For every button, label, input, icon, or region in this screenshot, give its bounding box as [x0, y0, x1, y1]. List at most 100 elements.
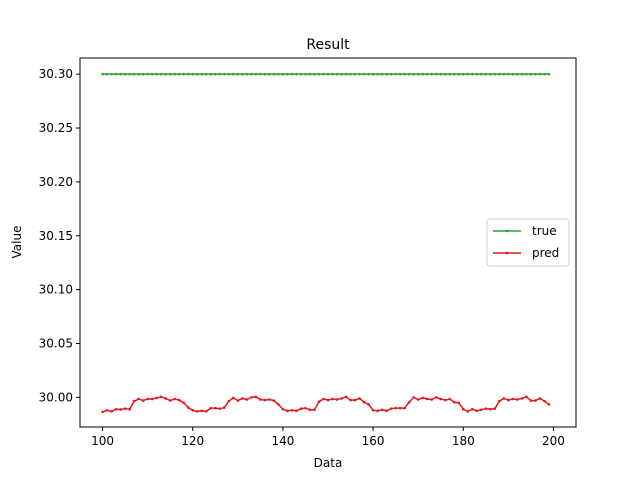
series-true-point: [448, 72, 452, 76]
series-true-point: [241, 72, 244, 76]
series-pred-point: [452, 400, 456, 404]
series-true-point: [186, 72, 190, 76]
series-pred-point: [250, 396, 253, 399]
series-pred-point: [317, 400, 321, 403]
series-pred-point: [457, 401, 461, 405]
series-true-point: [470, 72, 474, 76]
legend-pred-label: pred: [532, 246, 559, 260]
x-axis-label: Data: [314, 456, 343, 470]
series-true-point: [272, 72, 276, 76]
series-true-point: [286, 72, 289, 76]
series-pred-point: [371, 409, 375, 412]
series-pred-point: [434, 396, 438, 399]
series-pred-point: [448, 397, 452, 401]
series-true-point: [299, 72, 303, 76]
series-pred-point: [322, 397, 325, 401]
series-pred-point: [263, 398, 267, 402]
legend-true-label: true: [532, 224, 557, 238]
series-pred-point: [182, 401, 186, 405]
series-pred-point: [412, 396, 415, 399]
series-pred-point: [344, 395, 348, 399]
series-pred-point: [425, 397, 429, 401]
series-pred-point: [173, 397, 176, 401]
y-axis: 30.00 30.05 30.10 30.15 30.20 30.25 30.30: [39, 67, 80, 404]
series-true-point: [173, 72, 176, 76]
series-true-point: [416, 72, 420, 76]
series-true-point: [380, 72, 384, 76]
series-pred-point: [358, 397, 361, 400]
series-true-point: [290, 72, 294, 76]
series-true-point: [547, 72, 551, 76]
series-pred-point: [430, 398, 434, 401]
series-true-point: [484, 72, 488, 76]
series-true-point: [340, 72, 343, 76]
series-true-point: [218, 72, 222, 76]
series-pred-point: [439, 397, 443, 401]
series-pred-point: [295, 409, 298, 413]
y-tick-label: 30.05: [39, 337, 73, 351]
series-pred-point: [340, 397, 343, 400]
y-tick-label: 30.15: [39, 229, 73, 243]
series-true-point: [277, 72, 280, 76]
series-true-point: [439, 72, 443, 76]
series-pred-point: [105, 409, 109, 412]
chart-title: Result: [306, 37, 350, 53]
series-true-point: [538, 72, 542, 76]
series-pred-point: [222, 406, 226, 409]
series-pred-point: [480, 408, 483, 412]
series-pred-point: [259, 398, 262, 401]
y-tick-label: 30.10: [39, 283, 73, 297]
series-pred-point: [128, 407, 131, 411]
x-axis: 100 120 140 160 180 200: [91, 427, 565, 448]
series-pred-point: [213, 406, 217, 410]
series-true-point: [349, 72, 352, 76]
series-true-point: [159, 72, 163, 76]
series-pred-point: [461, 407, 465, 411]
series-pred-point: [385, 409, 388, 413]
series-pred-point: [380, 408, 384, 412]
series-pred-point: [389, 407, 393, 410]
series-pred-point: [516, 398, 519, 401]
series-true-point: [466, 72, 470, 76]
y-axis-label: Value: [10, 226, 24, 259]
series-true-point: [268, 72, 271, 76]
series-true-point: [520, 72, 524, 76]
series-pred-point: [498, 399, 501, 403]
series-true-point: [209, 72, 213, 76]
series-pred-point: [416, 398, 420, 401]
series-pred-point: [177, 398, 181, 402]
series-pred-point: [290, 409, 294, 412]
series-pred-point: [466, 410, 470, 413]
series-pred-point: [110, 410, 113, 413]
series-pred-point: [507, 398, 510, 402]
series-pred-point: [403, 406, 406, 410]
series-pred-point: [421, 396, 424, 400]
legend: true pred: [486, 218, 570, 267]
series-pred-point: [394, 406, 397, 410]
series-pred-point: [168, 399, 172, 402]
series-true-point: [534, 72, 537, 76]
series-true-point: [362, 72, 366, 76]
series-true-point: [308, 72, 312, 76]
series-pred-point: [254, 395, 258, 399]
series-pred-point: [502, 397, 506, 400]
series-true-point: [543, 72, 546, 76]
series-true-point: [502, 72, 506, 76]
series-true-point: [326, 72, 330, 76]
x-tick-label: 100: [91, 434, 114, 448]
legend-true-marker: [505, 229, 509, 233]
series-pred-point: [191, 409, 195, 412]
series-true-point: [191, 72, 195, 76]
series-true-point: [119, 72, 122, 76]
y-tick-label: 30.30: [39, 67, 73, 81]
series-true-point: [250, 72, 253, 76]
y-tick-label: 30.25: [39, 121, 73, 135]
series-true-point: [425, 72, 429, 76]
series-true-point: [195, 72, 199, 76]
series-true-point: [137, 72, 140, 76]
x-tick-label: 140: [271, 434, 294, 448]
series-true-point: [498, 72, 501, 76]
series-pred-point: [146, 397, 149, 401]
x-tick-label: 200: [542, 434, 565, 448]
